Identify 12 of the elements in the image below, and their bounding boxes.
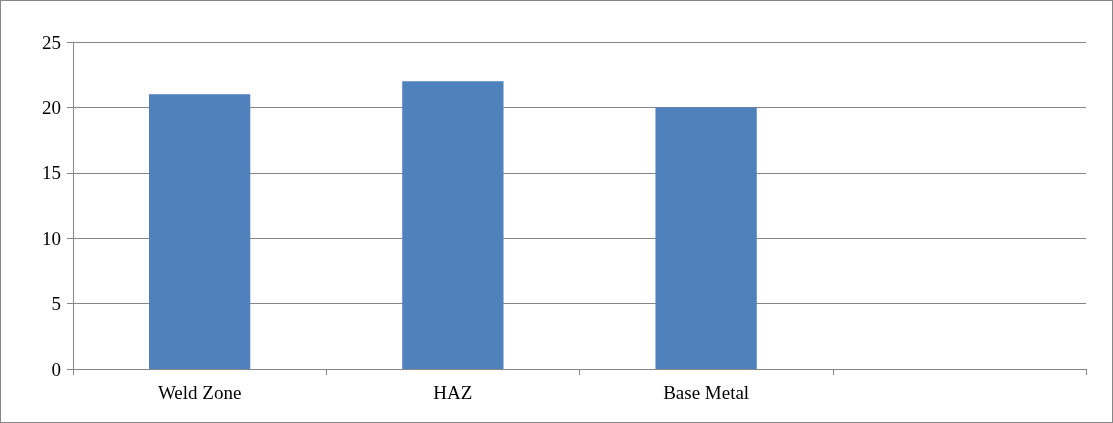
- x-tick-label: Base Metal: [663, 382, 750, 403]
- y-tick-label: 15: [42, 162, 61, 184]
- y-tick-label: 25: [42, 31, 61, 53]
- bar: [148, 94, 251, 369]
- y-tick-label: 0: [51, 358, 61, 380]
- bar: [655, 107, 757, 369]
- y-tick-label: 20: [42, 96, 61, 118]
- y-tick-label: 10: [42, 227, 61, 249]
- bar: [402, 81, 504, 369]
- x-tick-label: Weld Zone: [157, 382, 242, 403]
- x-tick-label: HAZ: [433, 382, 473, 403]
- y-tick-label: 5: [51, 293, 61, 315]
